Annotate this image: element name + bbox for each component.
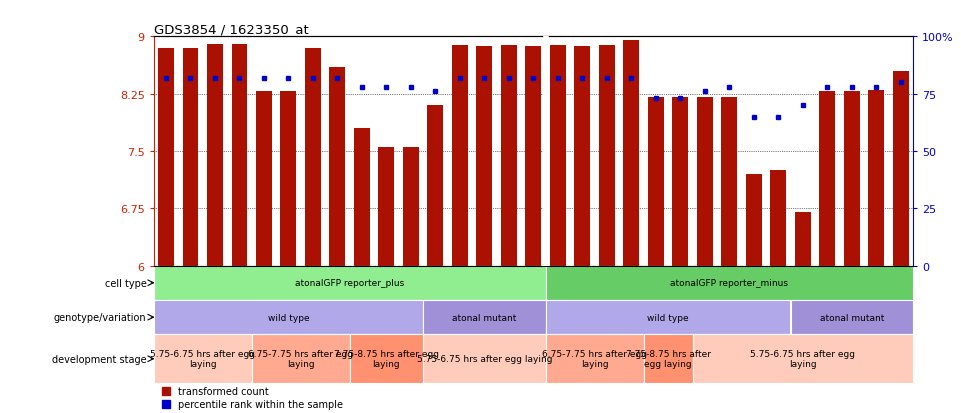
Text: GDS3854 / 1623350_at: GDS3854 / 1623350_at (154, 23, 308, 36)
Bar (423, 335, 546, 383)
Text: atonal mutant: atonal mutant (453, 313, 517, 322)
Text: development stage: development stage (52, 354, 146, 364)
Bar (452, 46, 468, 266)
Bar (526, 47, 541, 266)
Text: 7.75-8.75 hrs after
egg laying: 7.75-8.75 hrs after egg laying (626, 349, 710, 368)
Bar (330, 68, 345, 266)
Bar (423, 300, 546, 335)
Text: 5.75-6.75 hrs after egg
laying: 5.75-6.75 hrs after egg laying (751, 349, 855, 368)
Bar (546, 335, 644, 383)
Bar (154, 266, 546, 300)
Text: 7.75-8.75 hrs after egg
laying: 7.75-8.75 hrs after egg laying (333, 349, 439, 368)
Bar (820, 92, 835, 266)
Bar (207, 45, 223, 266)
Bar (546, 300, 791, 335)
Text: 5.75-6.75 hrs after egg
laying: 5.75-6.75 hrs after egg laying (150, 349, 256, 368)
Bar (350, 335, 423, 383)
Bar (697, 98, 713, 266)
Text: atonal mutant: atonal mutant (820, 313, 884, 322)
Text: atonalGFP reporter_plus: atonalGFP reporter_plus (295, 279, 405, 287)
Bar (868, 90, 884, 266)
Bar (844, 92, 860, 266)
Text: genotype/variation: genotype/variation (54, 312, 146, 323)
Text: transformed count: transformed count (178, 386, 269, 396)
Bar (354, 129, 370, 266)
Bar (428, 106, 443, 266)
Text: percentile rank within the sample: percentile rank within the sample (178, 399, 343, 409)
Bar (648, 98, 664, 266)
Bar (154, 300, 423, 335)
Bar (673, 98, 688, 266)
Bar (232, 45, 247, 266)
Bar (550, 46, 566, 266)
Text: cell type: cell type (105, 278, 146, 288)
Bar (256, 92, 272, 266)
Bar (154, 335, 252, 383)
Bar (183, 49, 199, 266)
Text: wild type: wild type (648, 313, 689, 322)
Bar (599, 46, 615, 266)
Bar (252, 335, 350, 383)
Bar (693, 335, 913, 383)
Bar (791, 300, 913, 335)
Bar (403, 148, 419, 266)
Text: wild type: wild type (268, 313, 309, 322)
Bar (575, 47, 590, 266)
Bar (305, 49, 321, 266)
Bar (281, 92, 296, 266)
Bar (501, 46, 517, 266)
Bar (722, 98, 737, 266)
Bar (158, 49, 174, 266)
Bar (771, 171, 786, 266)
Bar (795, 213, 811, 266)
Bar (477, 47, 492, 266)
Text: 6.75-7.75 hrs after egg
laying: 6.75-7.75 hrs after egg laying (542, 349, 647, 368)
Bar (546, 266, 913, 300)
Bar (379, 148, 394, 266)
Text: atonalGFP reporter_minus: atonalGFP reporter_minus (670, 279, 788, 287)
Text: 5.75-6.75 hrs after egg laying: 5.75-6.75 hrs after egg laying (417, 354, 553, 363)
Bar (893, 71, 909, 266)
Bar (624, 41, 639, 266)
Bar (644, 335, 693, 383)
Bar (746, 174, 762, 266)
Text: 6.75-7.75 hrs after egg
laying: 6.75-7.75 hrs after egg laying (248, 349, 354, 368)
